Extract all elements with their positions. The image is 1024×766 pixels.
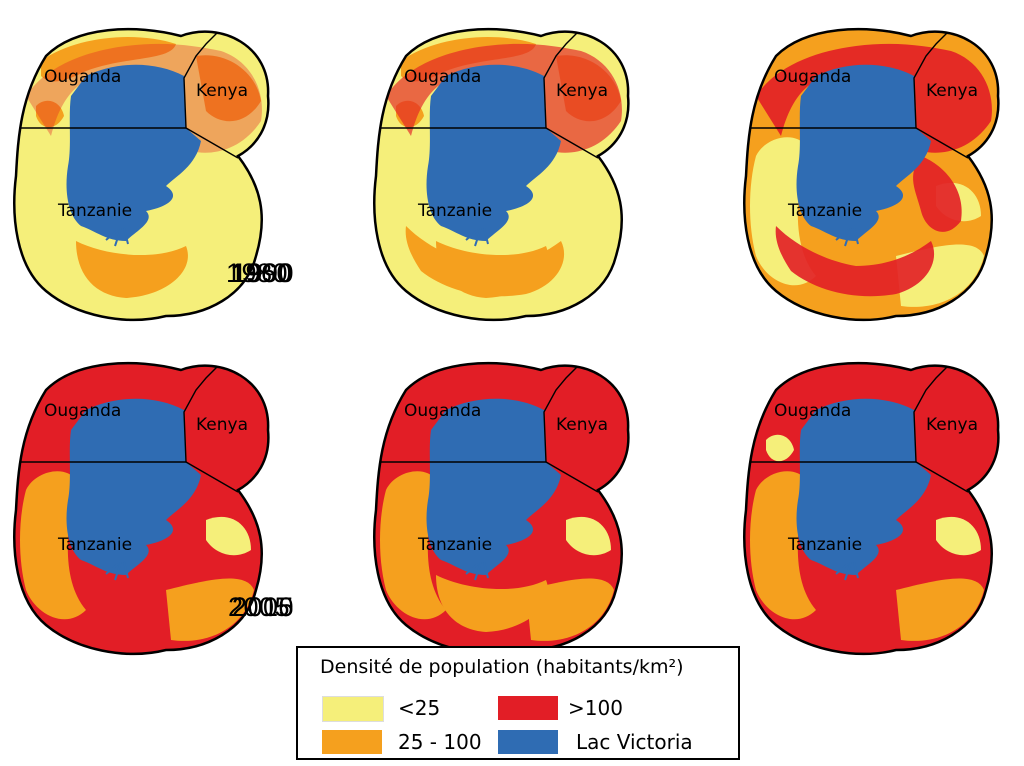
density-zone-high xyxy=(26,43,262,153)
border-kenya-tanzania xyxy=(545,127,599,159)
density-zone-low xyxy=(566,516,611,556)
density-zone-medium xyxy=(41,37,176,82)
lake-victoria xyxy=(796,64,931,241)
river xyxy=(105,227,129,247)
region-map: Ouganda Kenya Tanzanie xyxy=(373,27,630,322)
label-kenya: Kenya xyxy=(196,415,248,435)
legend-swatch-lake xyxy=(498,730,558,754)
region-map: Ouganda Kenya Tanzanie xyxy=(743,361,1000,656)
map-panel-2000: Ouganda Kenya Tanzanie 2000 xyxy=(6,350,296,680)
density-zone-medium xyxy=(166,578,254,641)
region-outline xyxy=(743,361,1000,656)
label-uganda: Ouganda xyxy=(404,401,481,421)
density-zone-medium xyxy=(405,226,565,297)
label-kenya: Kenya xyxy=(926,81,978,101)
density-zone-high xyxy=(913,156,962,232)
legend-label-high: >100 xyxy=(568,696,623,720)
map-year: 1990 xyxy=(232,258,295,288)
region-map: Ouganda Kenya Tanzanie xyxy=(13,361,270,656)
density-zone-low xyxy=(766,434,794,462)
map-panel-1990: Ouganda Kenya Tanzanie 1990 xyxy=(232,16,1024,346)
density-zone-medium xyxy=(76,241,188,298)
label-kenya: Kenya xyxy=(926,415,978,435)
region-outline xyxy=(743,27,1000,322)
label-tanzania: Tanzanie xyxy=(57,535,132,555)
border-uganda-kenya xyxy=(543,29,585,129)
legend-label-low: <25 xyxy=(398,696,441,720)
map-panel-2005: Ouganda Kenya Tanzanie 2005 xyxy=(228,350,656,680)
map-year: 2005 xyxy=(228,592,291,622)
density-zone-high xyxy=(756,43,992,153)
border-uganda-kenya xyxy=(913,363,955,463)
label-kenya: Kenya xyxy=(196,81,248,101)
region-map: Ouganda Kenya Tanzanie xyxy=(743,27,1000,322)
river xyxy=(835,227,859,247)
river xyxy=(835,561,859,581)
border-kenya-tanzania xyxy=(185,127,239,159)
legend-swatch-low xyxy=(322,696,384,722)
border-uganda-kenya xyxy=(543,363,585,463)
border-kenya-tanzania xyxy=(915,461,969,493)
label-kenya: Kenya xyxy=(556,81,608,101)
legend-swatch-high xyxy=(498,696,558,720)
density-zone-medium xyxy=(436,575,548,632)
map-year: 1980 xyxy=(226,258,289,288)
label-kenya: Kenya xyxy=(556,415,608,435)
label-uganda: Ouganda xyxy=(44,67,121,87)
border-kenya-tanzania xyxy=(545,461,599,493)
legend-label-lake: Lac Victoria xyxy=(576,730,693,754)
map-panel-2015: Ouganda Kenya Tanzanie 2015 xyxy=(232,350,1024,680)
label-uganda: Ouganda xyxy=(774,67,851,87)
river xyxy=(465,561,489,581)
lake-victoria xyxy=(796,398,931,575)
density-zone-high xyxy=(386,43,622,153)
region-outline xyxy=(373,361,630,656)
region-outline xyxy=(13,27,270,322)
border-uganda-kenya xyxy=(183,363,225,463)
label-tanzania: Tanzanie xyxy=(417,535,492,555)
border-uganda-kenya xyxy=(183,29,225,129)
density-zone-low xyxy=(936,516,981,556)
label-tanzania: Tanzanie xyxy=(787,201,862,221)
border-kenya-tanzania xyxy=(915,127,969,159)
region-map: Ouganda Kenya Tanzanie xyxy=(373,361,630,656)
density-zone-medium xyxy=(196,55,261,122)
lake-victoria xyxy=(426,398,561,575)
river xyxy=(105,561,129,581)
density-zone-medium xyxy=(526,578,614,641)
legend-title: Densité de population (habitants/km²) xyxy=(320,656,684,678)
label-uganda: Ouganda xyxy=(44,401,121,421)
map-panel-1980: Ouganda Kenya Tanzanie 1980 xyxy=(226,16,656,346)
map-legend: Densité de population (habitants/km²) <2… xyxy=(296,646,740,760)
border-uganda-kenya xyxy=(913,29,955,129)
density-zone-medium xyxy=(36,100,64,128)
map-year: 2015 xyxy=(232,592,295,622)
border-kenya-tanzania xyxy=(185,461,239,493)
label-tanzania: Tanzanie xyxy=(417,201,492,221)
legend-swatch-medium xyxy=(322,730,382,754)
region-outline xyxy=(373,27,630,322)
river xyxy=(465,227,489,247)
density-zone-high xyxy=(775,226,935,297)
legend-label-medium: 25 - 100 xyxy=(398,730,482,754)
lake-victoria xyxy=(66,398,201,575)
lake-victoria xyxy=(66,64,201,241)
label-tanzania: Tanzanie xyxy=(57,201,132,221)
label-uganda: Ouganda xyxy=(774,401,851,421)
density-zone-medium xyxy=(896,578,984,641)
map-panel-1960: Ouganda Kenya Tanzanie 1960 xyxy=(6,16,296,346)
label-uganda: Ouganda xyxy=(404,67,481,87)
map-year: 2000 xyxy=(232,592,295,622)
density-zone-low xyxy=(206,516,251,556)
region-map: Ouganda Kenya Tanzanie xyxy=(13,27,270,322)
label-tanzania: Tanzanie xyxy=(787,535,862,555)
map-year: 1960 xyxy=(230,258,293,288)
lake-victoria xyxy=(426,64,561,241)
region-outline xyxy=(13,361,270,656)
